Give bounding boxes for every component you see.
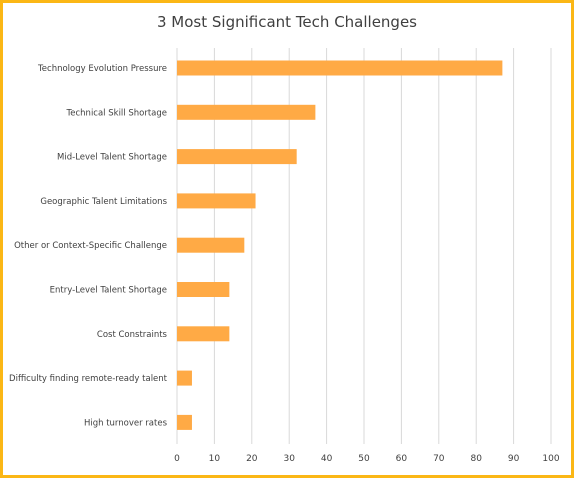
category-labels: Technology Evolution Pressure Technical S…	[9, 64, 168, 428]
category-label: Cost Constraints	[97, 330, 168, 340]
bar	[177, 193, 256, 209]
category-label: Technical Skill Shortage	[66, 108, 167, 118]
x-tick-label: 80	[470, 454, 482, 464]
category-label: High turnover rates	[84, 418, 168, 428]
category-label: Other or Context-Specific Challenge	[14, 241, 167, 251]
x-tick-label: 20	[246, 454, 258, 464]
bar	[177, 282, 230, 297]
category-label: Difficulty finding remote-ready talent	[9, 374, 168, 384]
category-label: Technology Evolution Pressure	[37, 64, 167, 74]
x-tick-label: 10	[209, 454, 221, 464]
bar	[177, 326, 230, 342]
x-tick-label: 0	[174, 454, 180, 464]
x-tick-label: 70	[433, 454, 445, 464]
bar	[177, 370, 192, 386]
category-label: Mid-Level Talent Shortage	[57, 153, 167, 163]
x-axis-tick-labels: 0 10 20 30 40 50 60 70 80 90 100	[174, 454, 560, 464]
x-tick-label: 50	[358, 454, 370, 464]
chart-title: 3 Most Significant Tech Challenges	[157, 13, 417, 31]
x-tick-label: 100	[542, 454, 559, 464]
bars	[177, 60, 503, 430]
bar	[177, 104, 316, 120]
x-tick-label: 30	[283, 454, 295, 464]
bar	[177, 237, 245, 253]
category-label: Geographic Talent Limitations	[40, 197, 167, 207]
x-tick-label: 90	[508, 454, 520, 464]
category-label: Entry-Level Talent Shortage	[50, 286, 167, 296]
bar	[177, 414, 192, 430]
x-tick-label: 40	[321, 454, 333, 464]
bar-chart: 3 Most Significant Tech Challenges Techn…	[9, 13, 560, 464]
bar	[177, 60, 503, 76]
x-tick-label: 60	[396, 454, 408, 464]
bar	[177, 149, 297, 165]
